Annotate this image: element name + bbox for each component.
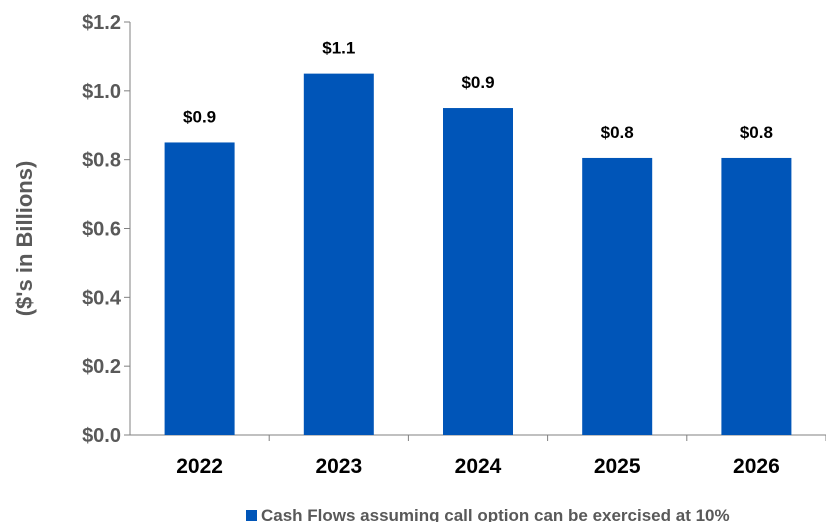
data-label: $0.9	[461, 73, 494, 92]
x-tick-labels: 2022 2023 2024 2025 2026	[176, 455, 780, 478]
bar	[582, 157, 653, 435]
x-tick-label: 2022	[176, 455, 223, 478]
bar	[443, 108, 513, 436]
legend-swatch	[246, 510, 257, 521]
y-tick-label: $0.6	[82, 219, 121, 241]
x-tick-label: 2023	[315, 455, 362, 478]
bar	[303, 73, 374, 435]
bar	[721, 157, 792, 435]
x-axis	[130, 434, 826, 441]
x-tick-label: 2026	[733, 455, 780, 478]
bars	[164, 73, 792, 436]
legend-label: Cash Flows assuming call option can be e…	[261, 506, 730, 522]
y-tick-label: $1.0	[82, 81, 121, 103]
x-ticks	[268, 435, 826, 441]
bar	[164, 142, 235, 436]
y-ticks	[124, 21, 130, 436]
y-axis-title: ($'s in Billions)	[12, 161, 37, 317]
y-tick-label: $1.2	[82, 12, 121, 34]
y-axis	[124, 21, 131, 436]
x-tick-label: 2024	[455, 455, 502, 478]
y-tick-label: $0.4	[82, 287, 122, 309]
legend: Cash Flows assuming call option can be e…	[246, 506, 730, 522]
data-label: $0.9	[183, 107, 216, 126]
data-label: $1.1	[322, 39, 355, 58]
y-tick-label: $0.2	[82, 356, 121, 378]
x-tick-label: 2025	[594, 455, 641, 478]
data-label: $0.8	[601, 123, 634, 142]
y-tick-labels: $0.0 $0.2 $0.4 $0.6 $0.8 $1.0 $1.2	[82, 12, 122, 447]
y-tick-label: $0.0	[82, 425, 121, 447]
data-label: $0.8	[740, 123, 773, 142]
data-labels: $0.9 $1.1 $0.9 $0.8 $0.8	[183, 39, 773, 142]
y-tick-label: $0.8	[82, 150, 121, 172]
